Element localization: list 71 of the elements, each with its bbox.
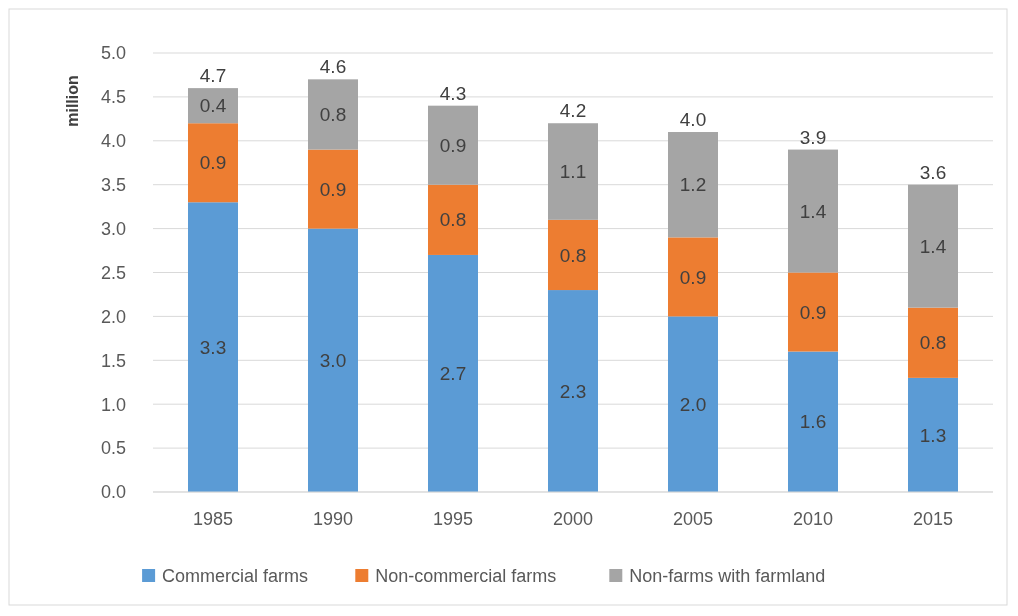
y-tick-label: 3.5 — [100, 175, 126, 195]
total-label: 4.3 — [439, 82, 467, 104]
bar — [308, 79, 358, 150]
total-label: 4.2 — [559, 100, 587, 122]
data-label: 1.6 — [799, 411, 827, 433]
bar — [548, 219, 598, 291]
bar — [188, 123, 238, 203]
data-label: 2.0 — [679, 393, 707, 415]
bar — [428, 105, 478, 185]
y-tick-label: 3.0 — [100, 218, 126, 239]
bar — [308, 149, 358, 229]
data-label: 2.3 — [559, 380, 587, 402]
y-tick-label: 4.5 — [100, 87, 126, 108]
data-label: 1.3 — [919, 424, 947, 446]
data-label: 0.9 — [439, 134, 467, 156]
total-label: 4.7 — [199, 65, 227, 87]
data-label: 2.7 — [439, 363, 467, 385]
bar — [668, 237, 718, 317]
total-label: 4.0 — [679, 109, 707, 131]
data-label: 1.4 — [799, 200, 827, 222]
bar — [548, 290, 598, 492]
bar — [668, 132, 718, 238]
bar — [908, 184, 958, 308]
data-label: 1.1 — [559, 161, 587, 183]
legend-label: Commercial farms — [162, 566, 309, 587]
x-tick-label: 1995 — [432, 509, 474, 529]
x-tick-label: 1985 — [192, 509, 234, 529]
bar — [908, 377, 958, 492]
x-tick-label: 1990 — [312, 509, 354, 529]
bar — [788, 351, 838, 492]
y-tick-label: 1.5 — [100, 350, 126, 371]
data-label: 0.9 — [199, 152, 227, 174]
total-label: 3.9 — [799, 126, 827, 148]
x-tick-label: 2000 — [552, 509, 594, 529]
x-tick-label: 2005 — [672, 509, 714, 529]
data-label: 0.9 — [799, 301, 827, 323]
data-label: 0.8 — [919, 332, 947, 354]
y-tick-label: 0.5 — [100, 438, 126, 459]
data-label: 0.9 — [679, 266, 707, 288]
y-tick-label: 2.0 — [100, 306, 126, 327]
data-label: 1.4 — [919, 235, 947, 257]
data-label: 0.8 — [439, 209, 467, 231]
y-tick-label: 1.0 — [100, 394, 126, 415]
bar — [788, 272, 838, 352]
legend-label: Non-farms with farmland — [629, 566, 826, 587]
data-label: 0.9 — [319, 178, 347, 200]
bar — [548, 123, 598, 220]
y-axis-title: million — [64, 75, 81, 127]
bar — [308, 228, 358, 492]
y-tick-label: 5.0 — [100, 43, 126, 64]
bar — [188, 202, 238, 492]
data-label: 1.2 — [679, 174, 707, 196]
data-label: 3.3 — [199, 336, 227, 358]
x-tick-label: 2010 — [792, 509, 834, 529]
y-tick-label: 2.5 — [100, 262, 126, 283]
bar — [908, 307, 958, 378]
x-tick-label: 2015 — [912, 509, 954, 529]
bar — [788, 149, 838, 273]
bar — [428, 184, 478, 255]
data-label: 0.4 — [199, 95, 227, 117]
legend-label: Non-commercial farms — [375, 566, 557, 587]
bar — [668, 316, 718, 492]
bar — [188, 88, 238, 124]
data-label: 3.0 — [319, 349, 347, 371]
data-label: 0.8 — [319, 104, 347, 126]
data-label: 0.8 — [559, 244, 587, 266]
bar — [428, 254, 478, 492]
y-tick-label: 0.0 — [100, 482, 126, 503]
y-tick-label: 4.0 — [100, 131, 126, 152]
total-label: 4.6 — [319, 56, 347, 78]
total-label: 3.6 — [919, 161, 947, 183]
